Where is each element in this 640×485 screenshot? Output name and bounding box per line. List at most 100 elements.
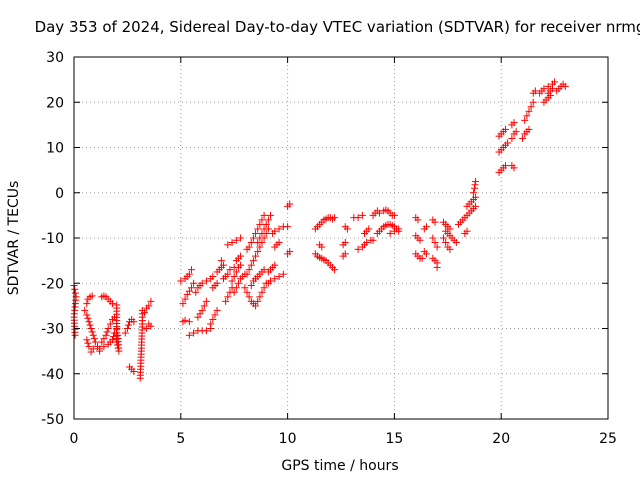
data-point (190, 279, 198, 287)
data-point (252, 302, 260, 310)
data-point (431, 218, 439, 226)
data-point (440, 234, 448, 242)
data-point (147, 322, 155, 330)
data-point (84, 339, 92, 347)
x-tick-label: 5 (176, 431, 185, 447)
data-point (365, 225, 373, 233)
data-point (181, 295, 189, 303)
data-point (331, 266, 339, 274)
data-point (243, 288, 251, 296)
data-point (254, 248, 262, 256)
data-point (254, 225, 262, 233)
data-point (71, 285, 79, 293)
data-point (442, 239, 450, 247)
y-tick-label: -10 (41, 231, 64, 247)
data-point (88, 292, 96, 300)
data-point (232, 236, 240, 244)
data-point (84, 314, 92, 322)
data-point (271, 261, 279, 269)
data-point (89, 345, 97, 353)
y-tick-labels: -50 -40 -30 -20 -10 0 10 20 30 (41, 50, 64, 428)
data-point (271, 227, 279, 235)
data-point (130, 318, 138, 326)
data-point (213, 306, 221, 314)
data-point (254, 239, 262, 247)
data-point (358, 211, 366, 219)
data-point (271, 275, 279, 283)
data-point (267, 211, 275, 219)
data-point (471, 184, 478, 192)
data-point (237, 261, 245, 269)
data-point (256, 293, 264, 301)
data-point (260, 284, 268, 292)
data-point (510, 119, 518, 127)
data-point (232, 284, 240, 292)
data-point (275, 272, 283, 280)
data-point (540, 85, 548, 93)
data-point (262, 220, 270, 228)
data-point (71, 289, 79, 297)
data-point (104, 325, 112, 332)
data-point (181, 316, 189, 324)
data-point (343, 225, 351, 233)
data-point (224, 241, 232, 249)
data-point (527, 103, 535, 111)
data-point (96, 345, 104, 353)
data-point (140, 309, 148, 317)
x-tick-label: 15 (385, 431, 403, 447)
data-point (198, 279, 206, 287)
data-point (501, 162, 509, 170)
data-point (88, 328, 96, 336)
data-point (249, 234, 257, 242)
data-point (354, 214, 362, 222)
data-point (422, 223, 430, 231)
data-point (471, 181, 479, 189)
data-point (86, 321, 94, 329)
data-point (237, 252, 245, 260)
data-point (472, 202, 480, 210)
data-point (220, 261, 228, 269)
data-point (187, 266, 195, 274)
data-point (123, 325, 131, 332)
data-point (525, 125, 533, 133)
data-point (83, 336, 91, 344)
data-point (472, 193, 480, 201)
data-point (512, 128, 520, 136)
data-point (260, 211, 268, 219)
data-point (431, 239, 439, 247)
data-point (230, 288, 238, 296)
data-point (187, 284, 195, 292)
data-point (256, 220, 264, 228)
data-point (71, 331, 79, 339)
data-point (121, 329, 129, 337)
data-point (103, 328, 111, 336)
data-point (247, 261, 255, 269)
data-point (185, 318, 193, 326)
data-point (87, 325, 95, 332)
y-tick-label: 10 (46, 141, 64, 157)
data-point (145, 302, 153, 310)
data-point (222, 297, 230, 305)
data-point (211, 311, 219, 319)
data-point (143, 325, 151, 332)
data-point (254, 297, 262, 305)
x-axis-label: GPS time / hours (281, 458, 398, 474)
data-point (245, 266, 253, 274)
data-point (102, 331, 110, 339)
data-point (198, 306, 206, 314)
data-point (258, 216, 266, 224)
data-point (318, 243, 326, 251)
data-point (130, 367, 138, 375)
data-point (446, 225, 454, 233)
data-point (501, 125, 509, 133)
data-point (90, 335, 98, 343)
data-point (217, 257, 225, 265)
chart-title: Day 353 of 2024, Sidereal Day-to-day VTE… (35, 18, 640, 36)
data-point (185, 270, 193, 278)
data-point (551, 78, 559, 86)
data-point (433, 263, 441, 271)
data-point (446, 245, 454, 253)
data-point (207, 320, 215, 328)
data-point (108, 300, 116, 308)
data-point (85, 343, 93, 351)
